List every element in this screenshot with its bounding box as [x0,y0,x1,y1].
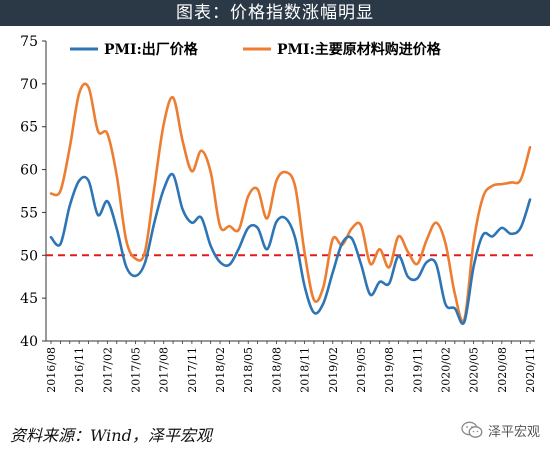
legend: PMI:出厂价格 PMI:主要原材料购进价格 [70,41,442,58]
x-tick-label: 2019/11 [411,347,424,393]
x-tick-label: 2018/02 [214,347,227,393]
x-tick-label: 2017/05 [130,347,143,393]
legend-label: PMI:主要原材料购进价格 [277,41,442,58]
chart-title: 图表：价格指数涨幅明显 [176,3,374,23]
legend-label: PMI:出厂价格 [104,41,199,58]
watermark-text: 泽平宏观 [487,424,540,440]
x-tick-label: 2017/02 [101,347,114,393]
y-tick-label: 55 [20,205,38,221]
legend-item-raw-material-price: PMI:主要原材料购进价格 [243,41,442,58]
x-tick-label: 2018/08 [270,347,283,393]
y-tick-label: 60 [20,163,38,179]
legend-item-ex-factory-price: PMI:出厂价格 [70,41,199,58]
x-tick-label: 2017/08 [158,347,171,393]
x-tick-label: 2020/08 [496,347,509,393]
x-tick-label: 2020/11 [524,347,537,393]
chart-title-bar: 图表：价格指数涨幅明显 [0,0,550,26]
y-tick-label: 45 [20,291,38,307]
source-note: 资料来源：Wind，泽平宏观 [10,426,212,445]
x-tick-label: 2018/05 [242,347,255,393]
y-tick-label: 75 [20,34,38,50]
x-tick-label: 2018/11 [299,347,312,393]
x-tick-label: 2019/02 [327,347,340,393]
series-group [49,82,532,325]
y-tick-label: 70 [20,77,38,93]
series-line-raw-material-price [49,82,532,323]
x-tick-label: 2019/05 [355,347,368,393]
watermark: 泽平宏观 [461,417,540,443]
y-tick-label: 50 [20,248,38,264]
x-tick-label: 2016/11 [73,347,86,393]
x-tick-label: 2017/11 [186,347,199,393]
y-tick-label: 40 [20,334,38,350]
x-tick-label: 2020/05 [468,347,481,393]
axes: 40 45 50 55 60 65 70 75 2016/08 2016/11 2017/02 201… [20,34,537,393]
x-tick-label: 2016/08 [45,347,58,393]
y-tick-label: 65 [20,120,38,136]
wechat-icon [461,421,483,438]
pmi-price-line-chart: 40 45 50 55 60 65 70 75 2016/08 2016/11 2017/02 201… [20,34,537,393]
x-tick-label: 2020/02 [439,347,452,393]
x-tick-label: 2019/08 [383,347,396,393]
series-line-ex-factory-price [49,172,532,325]
